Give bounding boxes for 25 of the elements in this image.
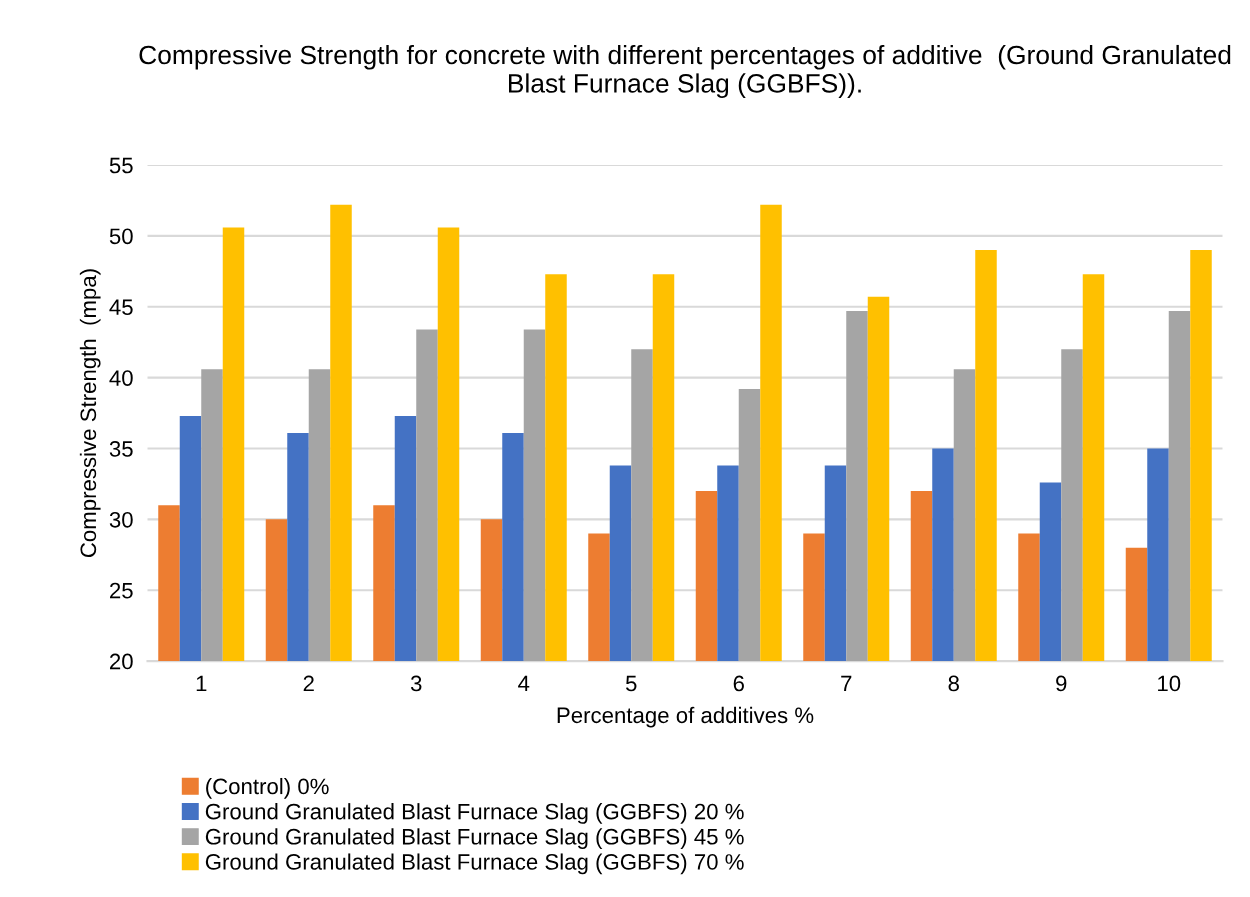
x-tick-label: 6 [733, 675, 744, 692]
legend-label: Ground Granulated Blast Furnace Slag (GGBFS) 70 % [205, 853, 744, 875]
y-tick-label: 40 [109, 370, 133, 386]
x-tick-label: 5 [625, 675, 637, 692]
legend-label: (Control) 0% [206, 777, 329, 799]
x-tick-label: 7 [841, 675, 852, 692]
x-tick-label: 3 [410, 675, 422, 692]
y-tick-label: 30 [109, 511, 133, 528]
legend-label: Ground Granulated Blast Furnace Slag (GGBFS) 45 % [205, 828, 744, 849]
y-axis-title: Compressive Strength (mpa) [79, 269, 101, 558]
x-axis-title: Percentage of additives % [557, 706, 814, 728]
legend-label: Ground Granulated Blast Furnace Slag (GGBFS) 20 % [205, 803, 744, 824]
x-tick-label: 9 [1056, 675, 1067, 692]
y-tick-label: 55 [109, 157, 133, 174]
y-tick-label: 35 [109, 441, 133, 457]
x-tick-label: 4 [518, 675, 530, 692]
y-tick-label: 50 [109, 228, 133, 245]
chart-title: Compressive Strength for concrete with different percentages of additive (Ground Granulated Blast Furnace Slag (GGBFS)). [139, 44, 1231, 98]
y-tick-label: 45 [109, 299, 133, 316]
y-tick-label: 20 [110, 653, 133, 670]
x-tick-label: 8 [948, 675, 959, 692]
y-tick-label: 25 [110, 582, 133, 599]
x-tick-label: 2 [303, 675, 314, 692]
x-tick-label: 10 [1158, 675, 1181, 692]
x-tick-label: 1 [196, 675, 207, 692]
